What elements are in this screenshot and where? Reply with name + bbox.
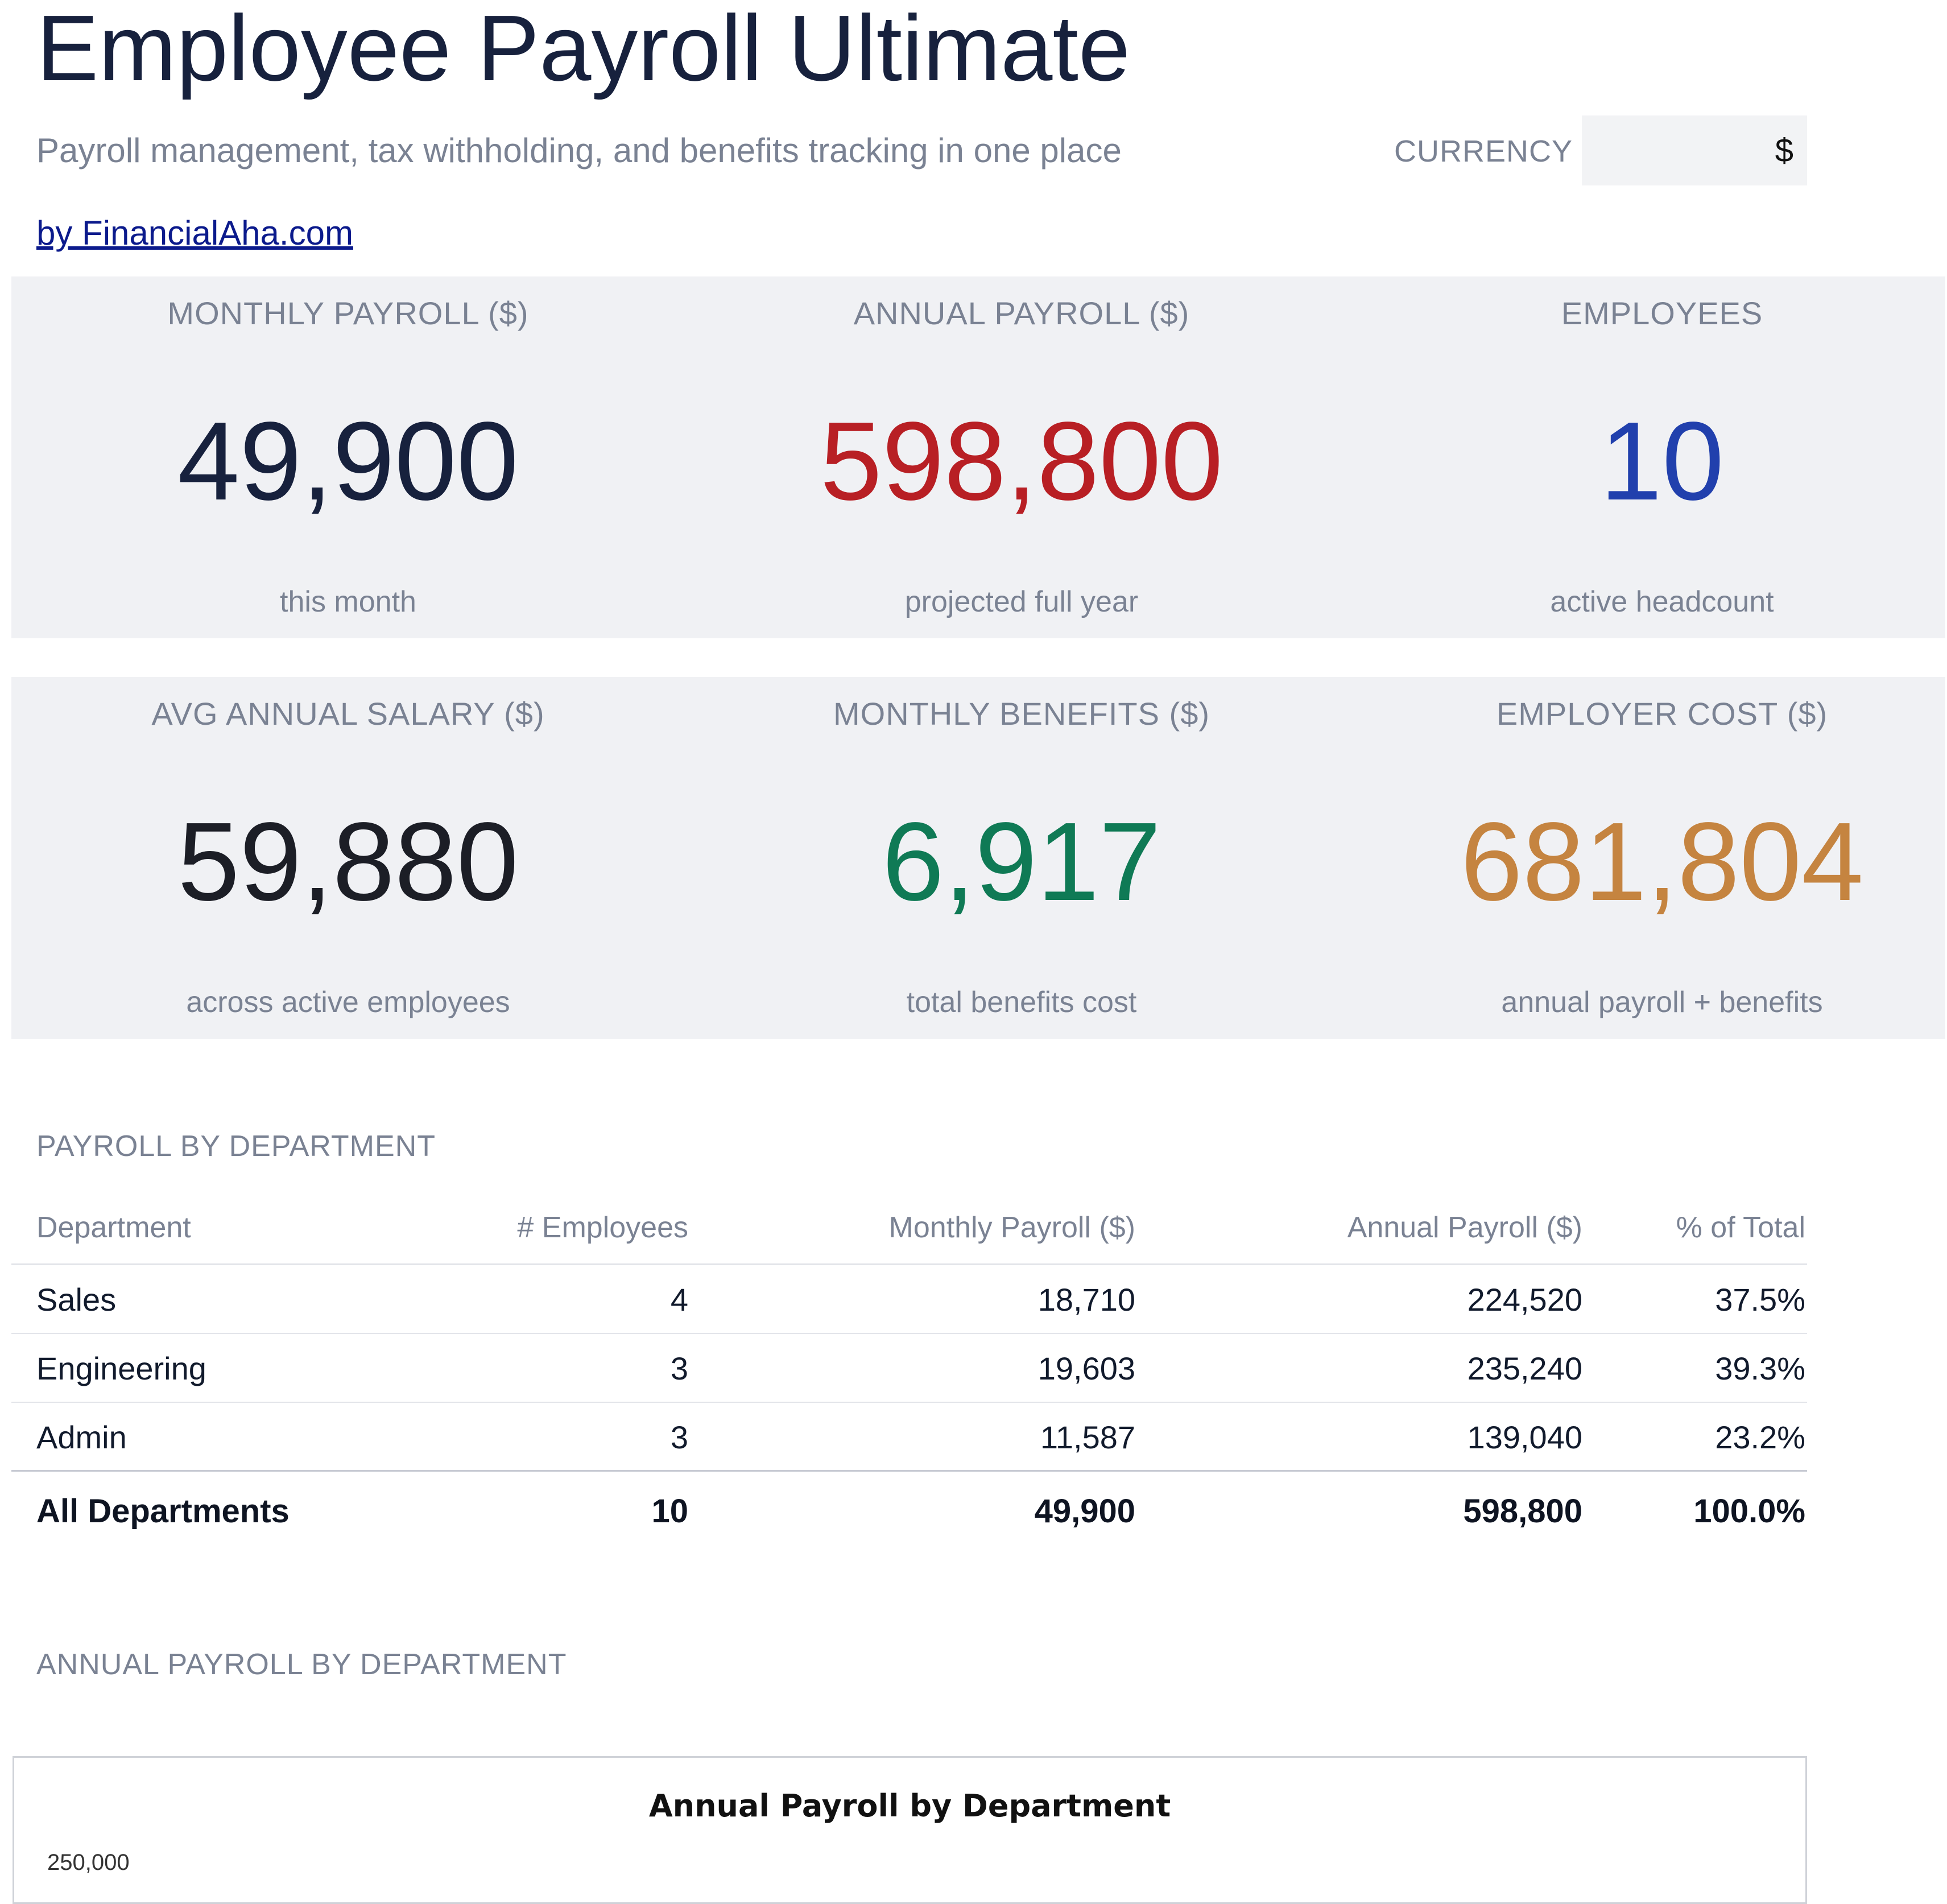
cell-employees: 3 (670, 1350, 688, 1386)
kpi-note: active headcount (1550, 585, 1774, 618)
kpi-note: annual payroll + benefits (1501, 986, 1823, 1019)
cell-monthly-payroll: 19,603 (1037, 1350, 1135, 1386)
cell-department: Admin (36, 1419, 127, 1455)
cell-department: Engineering (36, 1350, 206, 1386)
page-title: Employee Payroll Ultimate (36, 0, 1131, 100)
cell-percent-of-total: 39.3% (1715, 1350, 1805, 1386)
kpi-value: 681,804 (1460, 799, 1864, 924)
column-header-employees: # Employees (517, 1211, 688, 1244)
table-row: Engineering 3 19,603 235,240 39.3% (11, 1334, 1807, 1403)
department-table: Department # Employees Monthly Payroll (… (11, 1193, 1807, 1551)
table-header-row: Department # Employees Monthly Payroll (… (11, 1193, 1807, 1265)
kpi-value: 10 (1599, 399, 1724, 523)
annual-payroll-chart[interactable]: Annual Payroll by Department 250,000 (13, 1756, 1807, 1904)
kpi-value: 6,917 (882, 799, 1161, 924)
kpi-employer-cost: EMPLOYER COST ($) 681,804 annual payroll… (1358, 677, 1947, 1039)
cell-employees: 3 (670, 1419, 688, 1455)
kpi-monthly-payroll: MONTHLY PAYROLL ($) 49,900 this month (11, 276, 685, 638)
section-heading-payroll-by-department: PAYROLL BY DEPARTMENT (36, 1130, 436, 1163)
page-subtitle: Payroll management, tax withholding, and… (36, 131, 1122, 170)
kpi-value: 59,880 (177, 799, 519, 924)
kpi-panel-bottom: AVG ANNUAL SALARY ($) 59,880 across acti… (11, 677, 1945, 1039)
table-row: Sales 4 18,710 224,520 37.5% (11, 1265, 1807, 1334)
cell-annual-payroll: 224,520 (1467, 1282, 1582, 1317)
kpi-employees: EMPLOYEES 10 active headcount (1358, 276, 1947, 638)
cell-monthly-payroll: 18,710 (1037, 1282, 1135, 1317)
kpi-label: MONTHLY BENEFITS ($) (833, 696, 1210, 732)
cell-percent-of-total: 37.5% (1715, 1282, 1805, 1317)
kpi-label: ANNUAL PAYROLL ($) (853, 295, 1190, 331)
cell-annual-payroll: 235,240 (1467, 1350, 1582, 1386)
cell-department: Sales (36, 1282, 117, 1317)
y-axis-tick-label: 250,000 (47, 1850, 130, 1875)
column-header-percent-of-total: % of Total (1676, 1211, 1805, 1244)
kpi-label: MONTHLY PAYROLL ($) (167, 295, 529, 331)
kpi-monthly-benefits: MONTHLY BENEFITS ($) 6,917 total benefit… (685, 677, 1358, 1039)
kpi-avg-annual-salary: AVG ANNUAL SALARY ($) 59,880 across acti… (11, 677, 685, 1039)
column-header-annual-payroll: Annual Payroll ($) (1347, 1211, 1582, 1244)
cell-annual-payroll: 139,040 (1467, 1419, 1582, 1455)
kpi-note: projected full year (904, 585, 1139, 618)
kpi-panel-top: MONTHLY PAYROLL ($) 49,900 this month AN… (11, 276, 1945, 638)
section-heading-annual-payroll-chart: ANNUAL PAYROLL BY DEPARTMENT (36, 1648, 567, 1681)
kpi-value: 49,900 (177, 399, 519, 523)
currency-input[interactable]: $ (1582, 115, 1807, 185)
kpi-label: EMPLOYEES (1561, 295, 1763, 331)
total-annual-payroll: 598,800 (1463, 1493, 1582, 1530)
chart-title: Annual Payroll by Department (648, 1788, 1171, 1824)
kpi-label: AVG ANNUAL SALARY ($) (151, 696, 545, 732)
kpi-annual-payroll: ANNUAL PAYROLL ($) 598,800 projected ful… (685, 276, 1358, 638)
cell-monthly-payroll: 11,587 (1040, 1419, 1135, 1455)
total-employees: 10 (651, 1493, 688, 1530)
currency-label: CURRENCY (1394, 134, 1573, 168)
byline-link[interactable]: by FinancialAha.com (36, 214, 353, 252)
cell-employees: 4 (670, 1282, 688, 1317)
kpi-note: across active employees (186, 986, 510, 1019)
kpi-label: EMPLOYER COST ($) (1496, 696, 1828, 732)
kpi-value: 598,800 (820, 399, 1223, 523)
total-monthly-payroll: 49,900 (1034, 1493, 1135, 1530)
total-percent-of-total: 100.0% (1693, 1493, 1805, 1530)
total-department: All Departments (36, 1493, 290, 1530)
column-header-department: Department (36, 1211, 191, 1244)
kpi-note: this month (280, 585, 416, 618)
cell-percent-of-total: 23.2% (1715, 1419, 1805, 1455)
table-total-row: All Departments 10 49,900 598,800 100.0% (11, 1472, 1807, 1551)
kpi-note: total benefits cost (906, 986, 1137, 1019)
table-row: Admin 3 11,587 139,040 23.2% (11, 1403, 1807, 1472)
column-header-monthly-payroll: Monthly Payroll ($) (888, 1211, 1135, 1244)
